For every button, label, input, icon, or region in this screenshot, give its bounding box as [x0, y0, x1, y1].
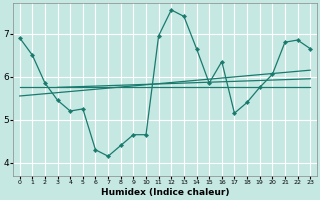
- X-axis label: Humidex (Indice chaleur): Humidex (Indice chaleur): [101, 188, 229, 197]
